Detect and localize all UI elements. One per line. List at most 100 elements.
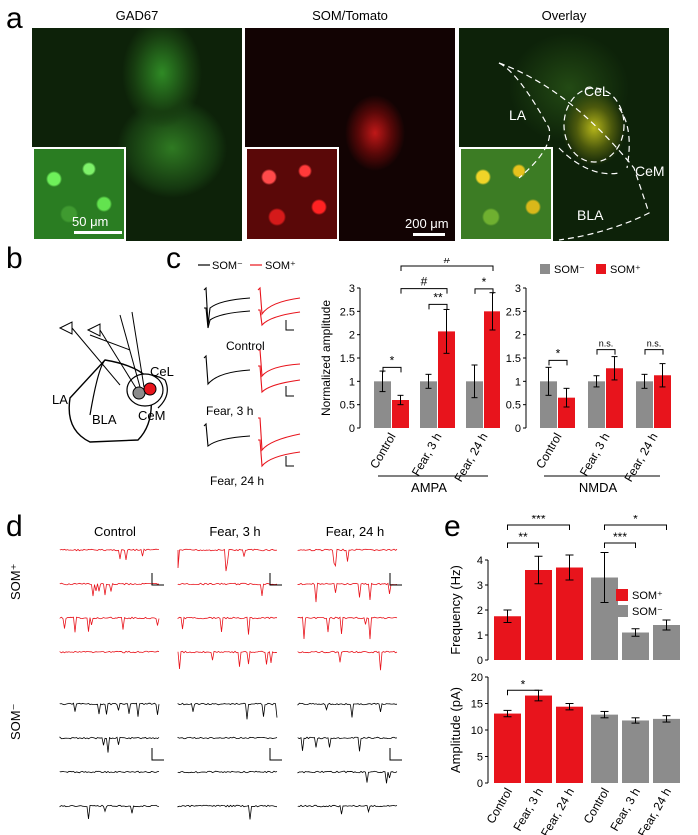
sweep-trace: [297, 736, 398, 752]
bar: [653, 718, 680, 783]
x-tick-label: Fear, 3 h: [409, 431, 445, 479]
micrograph-overlay: LA CeL CeM BLA: [459, 28, 669, 241]
scale-bar-inset: [74, 231, 122, 234]
row-label-som-neg: SOM⁻: [8, 703, 23, 740]
scale-bar: [269, 748, 282, 761]
sig-hash-24h: [400, 265, 494, 271]
sweep-trace: [59, 736, 160, 753]
inset-gad67: 50 μm: [32, 147, 126, 241]
inset-overlay: [459, 147, 553, 241]
col-label-fear-24h: Fear, 24 h: [325, 524, 385, 539]
y-tick-label: 1: [349, 376, 355, 388]
y-tick-label: 3: [515, 283, 521, 295]
trace-legend-som-neg: SOM⁻: [212, 260, 243, 272]
col-label-fear-3h: Fear, 3 h: [209, 524, 261, 539]
y-tick-label: 2: [349, 330, 355, 342]
sig-nmda-control-label: *: [556, 346, 561, 360]
legend-label-som-pos: SOM⁺: [610, 264, 641, 276]
scale-label-inset: 50 μm: [72, 214, 109, 229]
label-cem: CeM: [635, 163, 665, 179]
sig-freq-neg-3h-label: ***: [613, 530, 627, 544]
panel-label-d: d: [6, 510, 23, 543]
sig-control-label: *: [390, 353, 395, 367]
bar: [420, 381, 437, 428]
panel-b-schematic: CeL CeM LA BLA: [52, 311, 174, 443]
sig-nmda-fear-3h-label: n.s.: [599, 339, 614, 349]
y-tick-label: 1.5: [506, 353, 521, 365]
scale-label-main: 200 μm: [405, 216, 449, 231]
y-tick-label: 2: [515, 330, 521, 342]
bar: [556, 567, 583, 660]
y-tick-label: 4: [477, 555, 483, 567]
y-tick-label: 5: [477, 752, 483, 764]
trace-legend-som-pos: SOM⁺: [265, 260, 296, 272]
sweep-trace: [297, 616, 398, 640]
scale-bar: [151, 748, 164, 761]
sig-fear-3h-label: **: [433, 290, 443, 304]
scale-bar: [389, 748, 402, 761]
sig-fear-24h-label: *: [482, 275, 487, 289]
sig-nmda-fear-24h: [644, 349, 664, 355]
scale-bar-main: [413, 233, 445, 236]
sweep-trace: [177, 548, 278, 572]
sig-freq-neg-24h: [604, 524, 667, 530]
micrograph-gad67: 50 μm: [32, 28, 242, 241]
panel-label-b: b: [6, 242, 23, 275]
chart-ampa: 0 0.5 1 1.5 2 2.5 3 Normalized amplitude Control…: [319, 258, 500, 495]
legend-label-som-pos: SOM⁺: [632, 590, 663, 602]
schematic-cem: CeM: [138, 408, 165, 423]
bar: [556, 706, 583, 783]
bar: [392, 400, 409, 428]
trace-label-fear-24h: Fear, 24 h: [210, 474, 265, 488]
micrograph-som-tomato: 200 μm: [245, 28, 455, 241]
sweep-traces: [59, 548, 402, 820]
sweep-trace: [59, 770, 160, 774]
sig-nmda-fear-3h: [596, 349, 616, 355]
sweep-trace: [297, 582, 398, 603]
legend-swatch-som-neg: [616, 605, 628, 617]
label-la: LA: [509, 107, 527, 123]
sweep-trace: [59, 650, 160, 654]
x-tick-label: Control: [533, 431, 564, 472]
sweep-trace: [177, 582, 278, 596]
sig-fear-3h: [428, 303, 448, 310]
sweep-trace: [59, 616, 160, 633]
sweep-trace: [177, 650, 278, 670]
group-label: AMPA: [411, 480, 447, 495]
bar: [653, 625, 680, 660]
label-bla: BLA: [577, 207, 604, 223]
sig-freq-pos-24h-label: ***: [531, 515, 545, 526]
y-tick-label: 2.5: [506, 306, 521, 318]
bar: [636, 381, 653, 428]
sig-fear-24h: [474, 288, 494, 294]
title-som-tomato: SOM/Tomato: [312, 8, 388, 23]
legend-label-som-neg: SOM⁻: [554, 264, 585, 276]
y-tick-label: 0.5: [506, 400, 521, 412]
traces-control: [203, 286, 301, 331]
sweep-trace: [59, 702, 160, 717]
y-axis-label: Frequency (Hz): [448, 565, 463, 655]
sig-hash-3h: [400, 288, 448, 294]
sweep-trace: [59, 804, 160, 819]
sig-freq-pos-24h: [507, 524, 570, 530]
sweep-trace: [177, 770, 278, 774]
sweep-trace: [297, 650, 398, 671]
bar: [525, 695, 552, 783]
x-tick-label: Control: [581, 786, 612, 827]
trace-label-control: Control: [226, 339, 265, 353]
y-axis-label: Normalized amplitude: [319, 300, 333, 416]
sig-freq-neg-3h: [604, 542, 636, 548]
y-axis-label: Amplitude (pA): [448, 687, 463, 773]
scale-bar: [269, 573, 282, 586]
legend-swatch-som-pos: [616, 589, 628, 601]
sweep-trace: [297, 548, 398, 568]
bar: [525, 570, 552, 660]
epsc-traces: [203, 286, 301, 468]
sweep-trace: [297, 770, 398, 784]
bar: [540, 381, 557, 428]
col-label-control: Control: [94, 524, 136, 539]
sweep-trace: [59, 582, 160, 597]
y-tick-label: 0: [477, 655, 483, 665]
sig-control: [382, 366, 402, 373]
